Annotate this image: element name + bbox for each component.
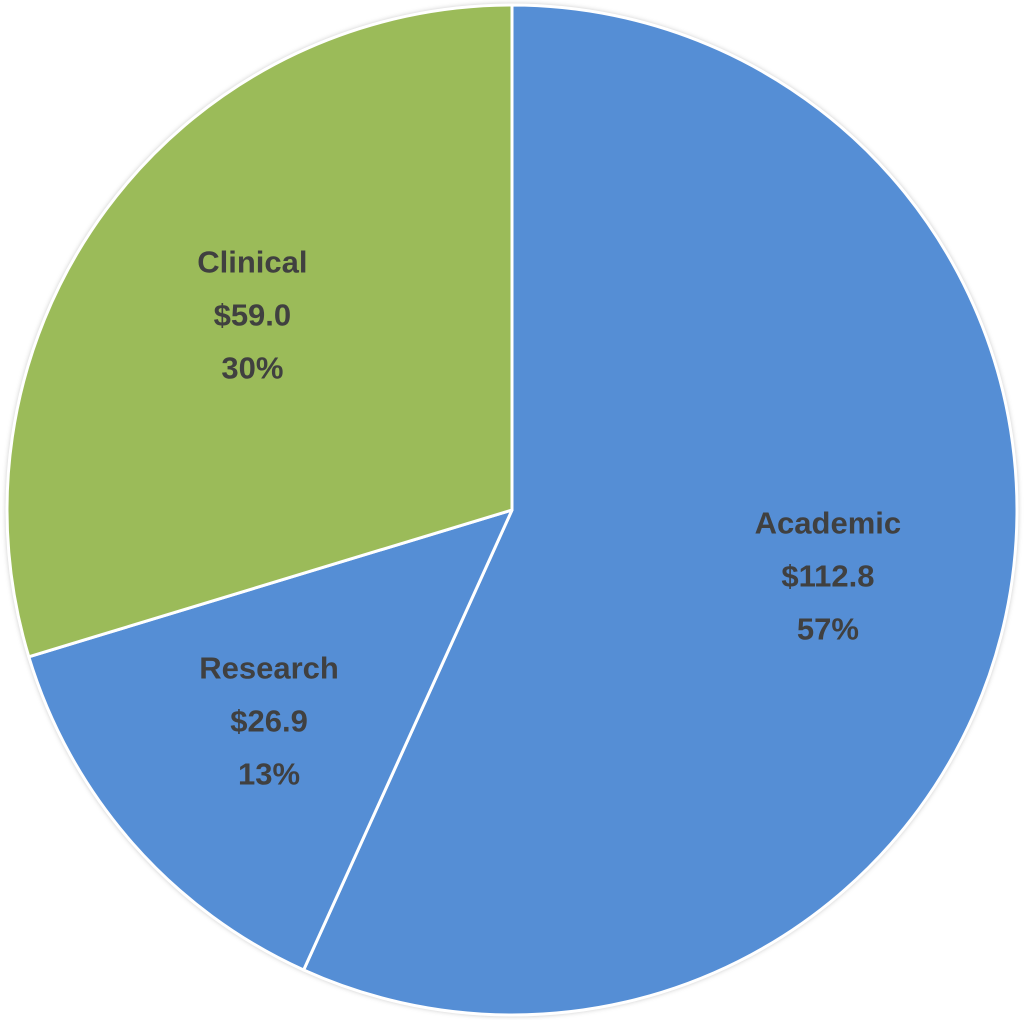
slice-value-label: $26.9 — [230, 703, 308, 738]
slices — [5, 3, 1019, 1017]
slice-percent-label: 13% — [238, 756, 300, 791]
slice-value-label: $112.8 — [781, 558, 874, 593]
labels: Academic $112.8 57% Research $26.9 13% Clinica… — [197, 245, 901, 792]
slice-percent-label: 30% — [221, 351, 283, 386]
slice-category-label: Clinical — [197, 245, 307, 280]
slice-percent-label: 57% — [797, 611, 859, 646]
slice-value-label: $59.0 — [214, 298, 292, 333]
pie-slice — [302, 3, 1019, 1017]
pie-slice — [5, 3, 514, 659]
pie-slice — [27, 508, 514, 972]
slice-category-label: Academic — [755, 505, 901, 540]
slice-category-label: Research — [199, 650, 339, 685]
